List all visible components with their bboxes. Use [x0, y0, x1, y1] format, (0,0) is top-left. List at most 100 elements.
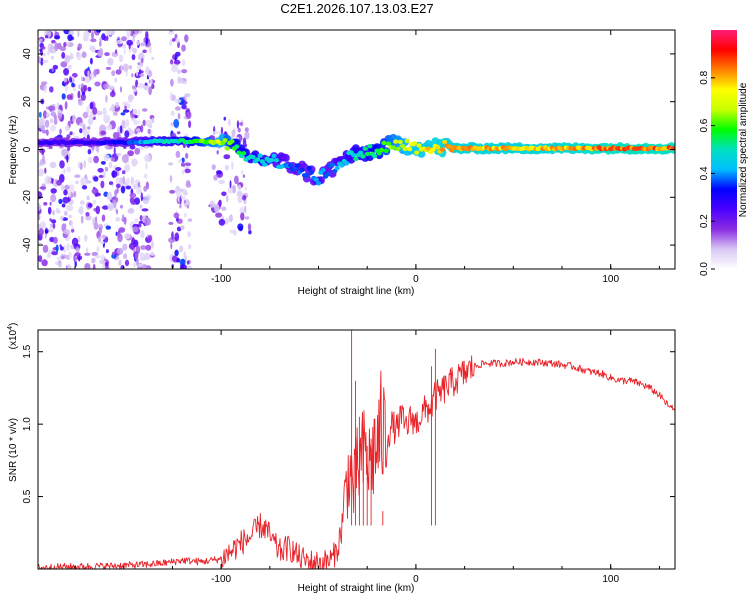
noise-speckle [94, 255, 101, 259]
noise-speckle [181, 69, 188, 74]
noise-speckle [61, 203, 66, 208]
noise-speckle [181, 59, 186, 67]
ridge-core [308, 170, 315, 175]
noise-speckle [39, 221, 47, 229]
noise-speckle [49, 218, 52, 222]
noise-speckle [131, 201, 136, 205]
noise-speckle [244, 186, 247, 191]
ridge-core [304, 173, 310, 178]
noise-speckle [49, 223, 54, 228]
noise-speckle [93, 155, 99, 164]
noise-speckle [80, 215, 84, 224]
noise-speckle [228, 118, 231, 126]
noise-speckle [58, 198, 63, 205]
colorbar-axes: 0.0 0.2 0.4 0.6 0.8 [699, 70, 715, 276]
noise-speckle [116, 131, 120, 138]
noise-speckle [84, 252, 91, 256]
noise-speckle [101, 234, 106, 239]
noise-speckle [82, 36, 89, 42]
noise-speckle [122, 175, 125, 185]
noise-speckle [119, 125, 123, 134]
noise-speckle [107, 203, 115, 212]
noise-speckle [80, 200, 85, 206]
noise-speckle [86, 105, 91, 114]
noise-speckle [109, 107, 112, 112]
snr-y-multiplier: (x104) [7, 323, 19, 350]
noise-speckle [96, 110, 103, 116]
ridge-core [411, 141, 417, 146]
noise-speckle [122, 243, 128, 251]
noise-speckle [68, 214, 73, 219]
noise-speckle [93, 176, 99, 182]
noise-speckle [171, 231, 174, 240]
noise-speckle [64, 101, 68, 110]
noise-speckle [59, 246, 64, 251]
noise-speckle [63, 42, 67, 48]
noise-speckle [183, 200, 186, 204]
noise-speckle [49, 161, 57, 169]
noise-speckle [95, 205, 101, 215]
noise-speckle [96, 50, 103, 57]
noise-speckle [175, 106, 181, 111]
noise-speckle [74, 252, 81, 257]
noise-speckle [216, 150, 219, 155]
noise-speckle [38, 214, 41, 221]
noise-speckle [104, 52, 110, 57]
ridge-core [339, 163, 345, 168]
noise-speckle [168, 237, 175, 244]
noise-speckle [105, 66, 112, 70]
snr-x-label: Height of straight line (km) [298, 583, 415, 594]
noise-speckle [137, 182, 141, 188]
noise-speckle [91, 257, 96, 264]
ridge-core [351, 152, 357, 158]
snr-multiplier-exponent: 4 [7, 326, 14, 330]
noise-speckle [87, 70, 90, 77]
noise-speckle [64, 210, 68, 216]
noise-speckle [126, 39, 134, 46]
noise-speckle [145, 119, 153, 128]
noise-speckle [132, 33, 137, 38]
noise-speckle [87, 115, 95, 119]
spectrogram-y-tick-label: 20 [22, 96, 33, 108]
noise-speckle [174, 99, 182, 104]
noise-speckle [115, 183, 121, 188]
spectrogram-axes: -100 0 100 -40 -20 0 20 40 [22, 30, 675, 285]
noise-speckle [132, 262, 137, 268]
noise-speckle [38, 111, 42, 118]
noise-speckle [80, 93, 87, 101]
snr-plot [38, 330, 675, 569]
noise-speckle [229, 180, 232, 189]
snr-panel: -100 0 100 0.5 1.0 1.5 Height of straight lin… [7, 323, 676, 594]
noise-speckle [133, 30, 140, 35]
noise-speckle [99, 40, 102, 47]
noise-speckle [42, 154, 45, 164]
noise-speckle [124, 130, 130, 139]
noise-speckle [72, 114, 76, 123]
ridge-core [299, 167, 305, 173]
noise-speckle [120, 185, 126, 194]
noise-speckle [105, 225, 112, 230]
noise-speckle [127, 208, 135, 214]
noise-speckle [169, 175, 173, 183]
noise-speckle [91, 251, 99, 257]
noise-speckle [186, 204, 190, 209]
noise-speckle [180, 225, 185, 230]
noise-speckle [108, 181, 114, 186]
noise-speckle [87, 203, 93, 208]
noise-speckle [107, 123, 113, 131]
noise-speckle [65, 124, 70, 132]
noise-speckle [56, 179, 62, 186]
noise-speckle [228, 215, 233, 223]
noise-speckle [119, 86, 123, 93]
noise-speckle [131, 54, 136, 61]
noise-speckle [49, 86, 54, 93]
noise-speckle [52, 236, 58, 244]
noise-speckle [66, 154, 69, 163]
noise-speckle [175, 51, 181, 57]
noise-speckle [60, 215, 64, 221]
noise-speckle [47, 43, 54, 53]
noise-speckle [93, 69, 97, 77]
noise-speckle [47, 51, 50, 56]
noise-speckle [183, 251, 186, 258]
noise-speckle [103, 83, 110, 89]
